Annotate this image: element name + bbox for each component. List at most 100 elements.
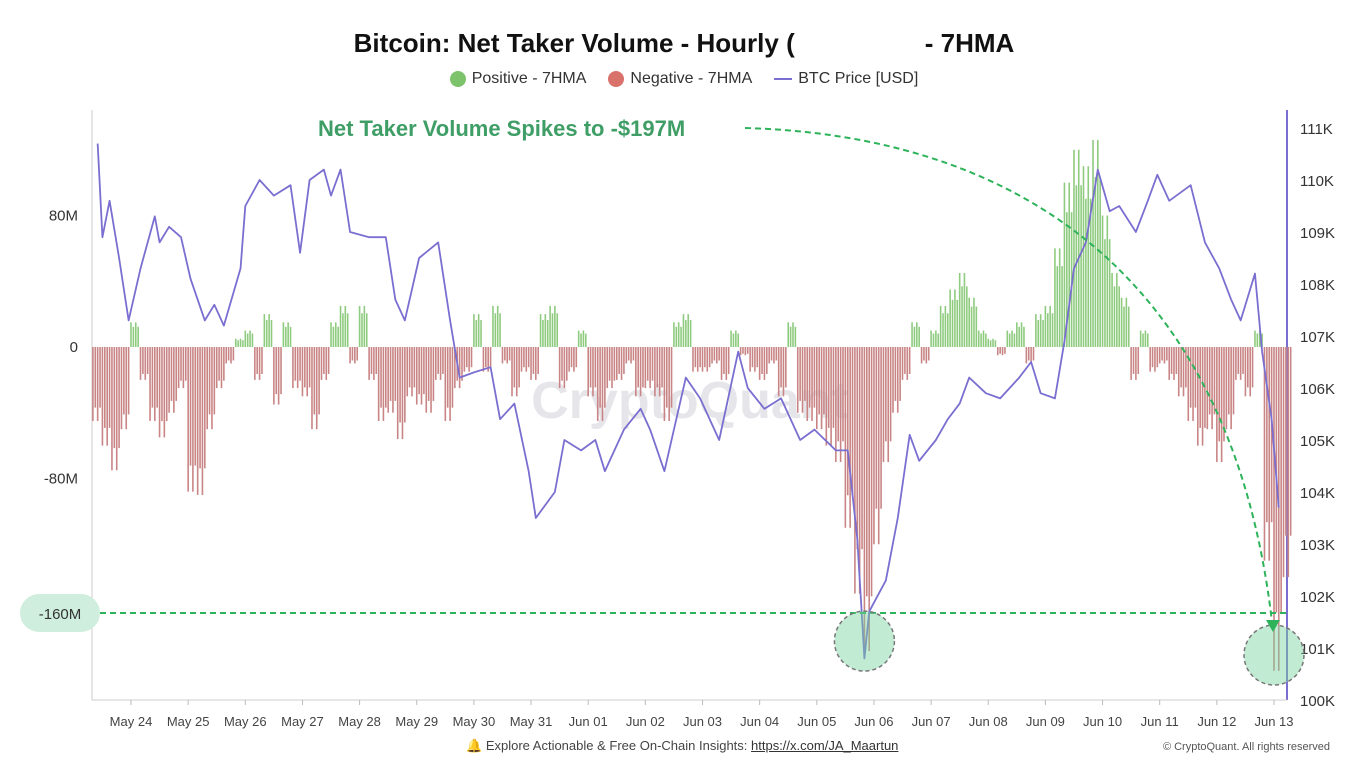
- negative-bar: [151, 347, 154, 408]
- positive-bar: [951, 299, 954, 347]
- negative-bar: [775, 347, 778, 361]
- negative-bar: [1213, 347, 1216, 415]
- negative-bar: [420, 347, 423, 405]
- negative-bar: [373, 347, 375, 380]
- negative-bar: [375, 347, 378, 374]
- negative-bar: [101, 347, 104, 446]
- negative-bar: [699, 347, 701, 368]
- negative-bar: [589, 347, 592, 388]
- negative-bar: [839, 347, 842, 463]
- legend-positive[interactable]: Positive - 7HMA: [449, 70, 586, 88]
- positive-bar: [966, 286, 968, 347]
- negative-bar: [168, 347, 170, 413]
- negative-bar: [816, 347, 818, 430]
- positive-bar: [1058, 248, 1061, 347]
- negative-bar: [761, 347, 763, 374]
- negative-bar: [1158, 347, 1161, 364]
- negative-bar: [820, 347, 823, 430]
- negative-bar: [184, 347, 187, 381]
- bell-icon: 🔔: [466, 738, 483, 753]
- negative-bar: [880, 347, 882, 509]
- negative-bar: [620, 347, 623, 380]
- negative-bar: [613, 347, 616, 381]
- negative-bar: [323, 347, 325, 374]
- negative-bar: [458, 347, 461, 389]
- negative-bar: [1130, 347, 1132, 380]
- negative-bar: [173, 347, 175, 413]
- negative-bar: [223, 347, 225, 381]
- negative-bar: [349, 347, 351, 364]
- positive-bar: [132, 326, 135, 347]
- negative-bar: [1251, 347, 1254, 388]
- negative-bar: [842, 347, 844, 442]
- positive-bar: [1073, 149, 1075, 347]
- positive-bar: [251, 333, 254, 347]
- negative-bar: [861, 347, 863, 550]
- positive-bar: [1120, 297, 1123, 347]
- right-tick-label: 105K: [1300, 433, 1335, 450]
- x-tick-label: Jun 07: [912, 714, 951, 729]
- negative-bar: [1285, 347, 1287, 536]
- negative-bar: [1149, 347, 1151, 372]
- negative-bar: [525, 347, 528, 372]
- negative-bar: [439, 347, 442, 380]
- negative-bar: [1282, 347, 1285, 578]
- legend-negative[interactable]: Negative - 7HMA: [608, 70, 752, 88]
- negative-bar: [384, 347, 387, 408]
- negative-bar: [1170, 347, 1173, 374]
- positive-bar: [234, 338, 237, 347]
- negative-bar: [1199, 347, 1201, 428]
- positive-bar: [1085, 198, 1087, 347]
- legend-btc-price[interactable]: BTC Price [USD]: [774, 70, 918, 88]
- negative-bar: [404, 347, 406, 423]
- positive-bar: [249, 330, 251, 347]
- positive-bar: [263, 314, 266, 347]
- positive-bar: [1049, 305, 1051, 347]
- negative-bar: [113, 347, 116, 449]
- negative-bar: [537, 347, 539, 374]
- negative-bar: [765, 347, 768, 374]
- negative-bar: [149, 347, 151, 421]
- positive-bar: [958, 273, 961, 347]
- positive-bar: [685, 320, 687, 347]
- positive-bar: [1104, 239, 1106, 347]
- negative-bar: [523, 347, 525, 368]
- negative-bar: [530, 347, 532, 380]
- positive-bar: [930, 330, 932, 347]
- negative-bar: [565, 347, 568, 381]
- negative-bar: [630, 347, 632, 364]
- footer-link[interactable]: https://x.com/JA_Maartun: [751, 738, 899, 753]
- negative-bar: [908, 347, 911, 374]
- positive-bar: [585, 333, 587, 347]
- positive-bar: [1108, 239, 1111, 347]
- negative-bar: [1249, 347, 1251, 397]
- negative-bar: [418, 347, 420, 395]
- negative-bar: [656, 347, 659, 388]
- positive-bar: [1046, 313, 1049, 347]
- positive-bar: [1008, 333, 1011, 347]
- positive-bar: [1013, 333, 1016, 347]
- negative-bar: [1132, 347, 1135, 374]
- negative-bar: [1239, 347, 1242, 380]
- negative-bar: [782, 347, 785, 397]
- negative-bar: [575, 347, 578, 368]
- right-tick-label: 110K: [1300, 173, 1334, 190]
- negative-bar: [618, 347, 620, 374]
- positive-bar: [282, 322, 285, 347]
- negative-bar: [711, 347, 713, 364]
- positive-bar: [1094, 177, 1097, 347]
- negative-bar: [877, 347, 880, 545]
- positive-bar: [1035, 314, 1037, 347]
- positive-bar: [549, 305, 551, 347]
- negative-bar: [1032, 347, 1035, 361]
- positive-bar: [675, 326, 678, 347]
- negative-bar: [463, 347, 466, 372]
- negative-bar: [454, 347, 456, 389]
- negative-bar: [873, 347, 875, 545]
- positive-bar: [1018, 326, 1021, 347]
- negative-bar: [92, 347, 94, 421]
- positive-bar: [1111, 273, 1113, 347]
- negative-bar: [280, 347, 282, 395]
- negative-bar: [835, 347, 837, 463]
- positive-bar: [946, 313, 949, 347]
